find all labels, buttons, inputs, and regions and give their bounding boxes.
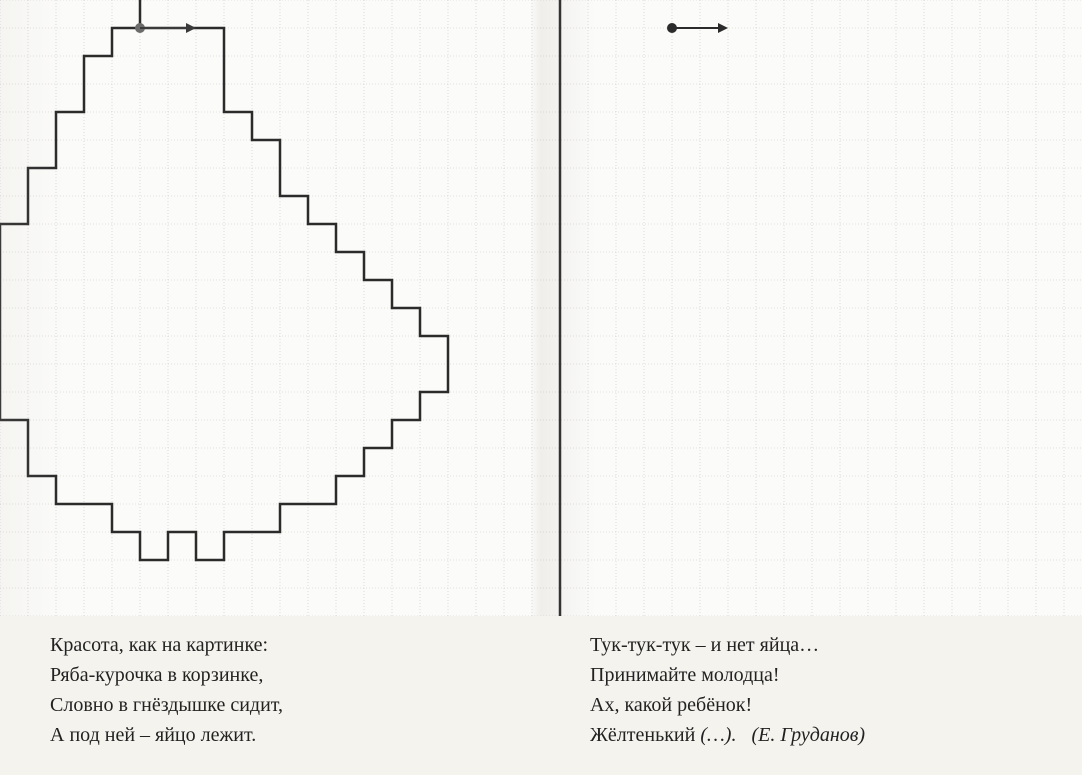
text-area: Красота, как на картинке: Ряба-курочка в… — [0, 630, 1082, 775]
page: Красота, как на картинке: Ряба-курочка в… — [0, 0, 1082, 775]
poem-right-line: Тук-тук-тук – и нет яйца… — [590, 630, 1070, 660]
grid-svg — [0, 0, 1082, 616]
poem-left: Красота, как на картинке: Ряба-курочка в… — [50, 630, 530, 775]
poem-right-ellipsis: (…). — [700, 724, 736, 746]
poem-right: Тук-тук-тук – и нет яйца… Принимайте мол… — [590, 630, 1070, 775]
poem-right-line: Принимайте молодца! — [590, 660, 1070, 690]
poem-left-line: Ряба-курочка в корзинке, — [50, 660, 530, 690]
poem-author: (Е. Груданов) — [751, 724, 865, 746]
poem-left-line: Словно в гнёздышке сидит, — [50, 690, 530, 720]
poem-right-last-line: Жёлтенький (…). (Е. Груданов) — [590, 720, 1070, 750]
poem-left-line: Красота, как на картинке: — [50, 630, 530, 660]
poem-right-last-prefix: Жёлтенький — [590, 724, 700, 746]
grid-area — [0, 0, 1082, 616]
poem-left-line: А под ней – яйцо лежит. — [50, 720, 530, 750]
poem-right-line: Ах, какой ребёнок! — [590, 690, 1070, 720]
